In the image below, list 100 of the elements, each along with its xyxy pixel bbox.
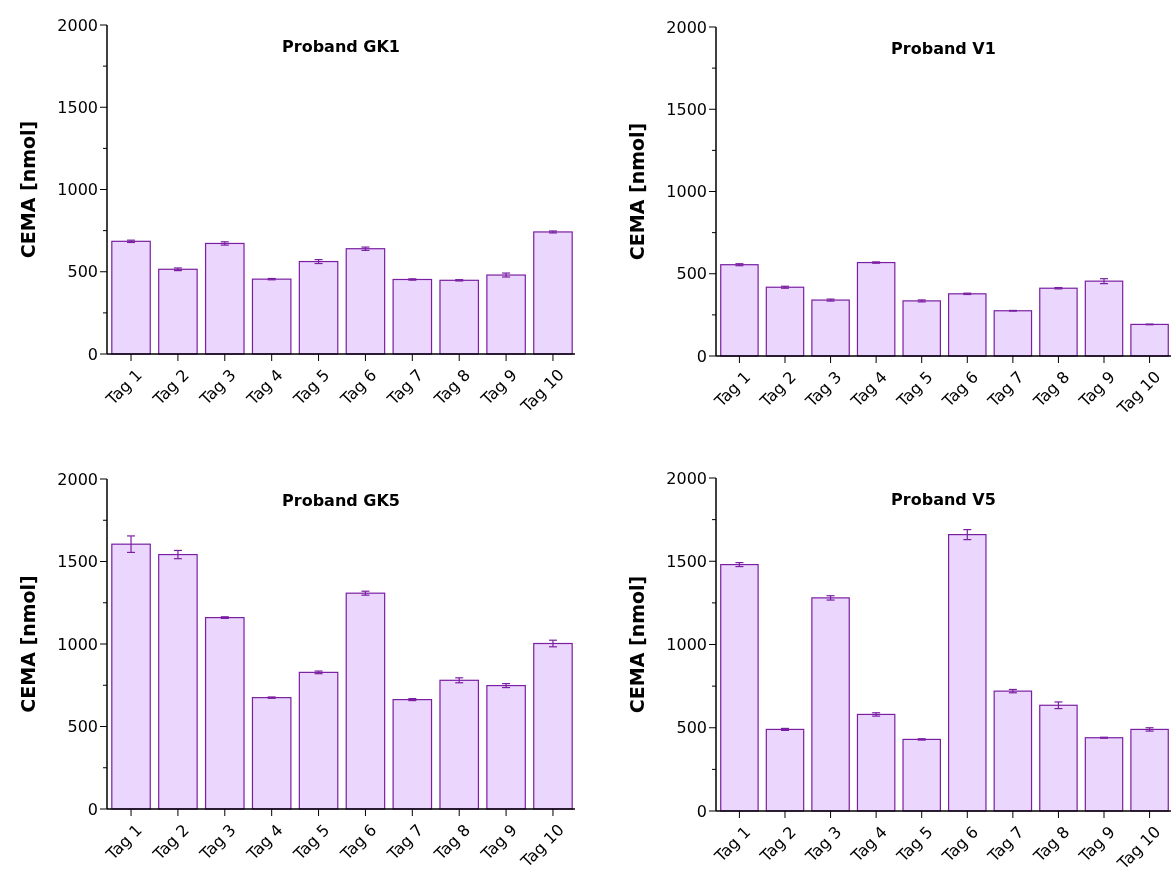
bar <box>298 671 339 810</box>
x-tick-label: Tag 4 <box>242 365 287 410</box>
x-tick-label: Tag 4 <box>846 822 891 867</box>
bar <box>345 248 386 355</box>
x-tick-label: Tag 2 <box>755 822 800 867</box>
bar <box>765 286 805 357</box>
bar <box>439 279 480 355</box>
x-tick-label: Tag 1 <box>101 820 146 865</box>
y-tick-label: 0 <box>87 799 98 819</box>
text: Proband GK5 <box>282 491 400 510</box>
bar <box>856 713 896 812</box>
x-tick-label: Tag 2 <box>148 820 193 865</box>
bar <box>392 699 433 810</box>
bar <box>533 231 573 355</box>
y-tick-label: 1000 <box>666 182 707 202</box>
y-tick-label: 500 <box>676 718 707 738</box>
y-tick-label: 500 <box>67 717 98 737</box>
y-tick-label: 0 <box>696 346 707 366</box>
x-tick-label: Tag 7 <box>382 820 428 865</box>
x-tick-label: Tag 7 <box>382 365 428 410</box>
y-axis-title: CEMA [nmol] <box>626 122 648 261</box>
bar <box>993 310 1033 357</box>
bar <box>439 679 480 810</box>
bar <box>1039 704 1078 812</box>
bar <box>902 300 941 357</box>
x-tick-label: Tag 6 <box>336 365 381 410</box>
bar <box>251 278 292 355</box>
y-tick-label: 500 <box>676 264 707 284</box>
bar <box>1084 737 1124 812</box>
x-tick-label: Tag 5 <box>289 820 334 865</box>
bar <box>251 697 292 810</box>
x-tick-label: Tag 2 <box>148 365 193 410</box>
x-tick-label: Tag 10 <box>516 365 568 417</box>
x-tick-label: Tag 3 <box>801 367 846 412</box>
y-tick-label: 0 <box>87 344 98 364</box>
bar <box>1130 728 1169 812</box>
x-tick-label: Tag 8 <box>1029 822 1074 867</box>
x-tick-label: Tag 1 <box>710 367 755 412</box>
bar <box>993 690 1033 812</box>
bar <box>298 260 339 355</box>
bar <box>765 728 805 812</box>
x-tick-label: Tag 3 <box>195 820 240 865</box>
x-tick-label: Tag 4 <box>242 820 287 865</box>
x-tick-label: Tag 6 <box>937 367 983 412</box>
bar <box>345 592 386 810</box>
x-tick-label: Tag 7 <box>983 367 1028 412</box>
x-tick-label: Tag 8 <box>429 820 474 865</box>
x-tick-label: Tag 10 <box>1113 822 1165 874</box>
bar <box>720 264 759 357</box>
x-tick-label: Tag 10 <box>516 820 568 872</box>
y-tick-label: 0 <box>696 801 707 821</box>
y-axis-title: CEMA [nmol] <box>626 575 648 714</box>
bar <box>1039 287 1078 357</box>
bar <box>902 738 941 812</box>
bar <box>533 642 573 810</box>
x-tick-label: Tag 5 <box>892 367 937 412</box>
text: Proband V1 <box>891 39 996 58</box>
bar <box>392 278 433 355</box>
y-tick-label: 1000 <box>666 635 707 655</box>
y-axis-title: CEMA [nmol] <box>17 120 39 259</box>
x-tick-label: Tag 10 <box>1113 367 1165 419</box>
bar <box>720 563 759 812</box>
y-tick-label: 1000 <box>57 180 98 200</box>
bar <box>111 240 151 355</box>
y-tick-label: 500 <box>67 262 98 282</box>
y-tick-label: 1500 <box>666 99 707 119</box>
text: Proband GK1 <box>282 37 400 56</box>
bar <box>204 242 245 355</box>
bar <box>204 617 245 810</box>
x-tick-label: Tag 6 <box>336 820 381 865</box>
bar <box>1130 323 1169 357</box>
bar <box>1084 280 1124 357</box>
x-tick-label: Tag 3 <box>801 822 846 867</box>
y-tick-label: 1000 <box>57 634 98 654</box>
bar <box>486 684 526 810</box>
y-tick-label: 2000 <box>57 469 98 489</box>
bar <box>811 597 850 812</box>
y-tick-label: 1500 <box>57 97 98 117</box>
x-tick-label: Tag 3 <box>195 365 240 410</box>
x-tick-label: Tag 8 <box>429 365 474 410</box>
x-tick-label: Tag 4 <box>846 367 891 412</box>
bar <box>158 268 198 355</box>
y-tick-label: 2000 <box>57 15 98 35</box>
x-tick-label: Tag 7 <box>983 822 1028 867</box>
x-tick-label: Tag 1 <box>101 365 146 410</box>
y-axis-title: CEMA [nmol] <box>17 575 39 713</box>
x-tick-label: Tag 5 <box>892 822 937 867</box>
x-tick-label: Tag 1 <box>710 822 755 867</box>
text: Proband V5 <box>891 490 996 509</box>
bar <box>158 553 198 810</box>
y-tick-label: 2000 <box>666 468 707 488</box>
bar <box>948 534 987 812</box>
x-tick-label: Tag 8 <box>1029 367 1074 412</box>
bar <box>948 293 987 357</box>
bar <box>856 261 896 357</box>
y-tick-label: 2000 <box>666 17 707 37</box>
y-tick-label: 1500 <box>57 552 98 572</box>
bar <box>811 299 850 357</box>
bar <box>486 274 526 355</box>
x-tick-label: Tag 6 <box>937 822 983 867</box>
